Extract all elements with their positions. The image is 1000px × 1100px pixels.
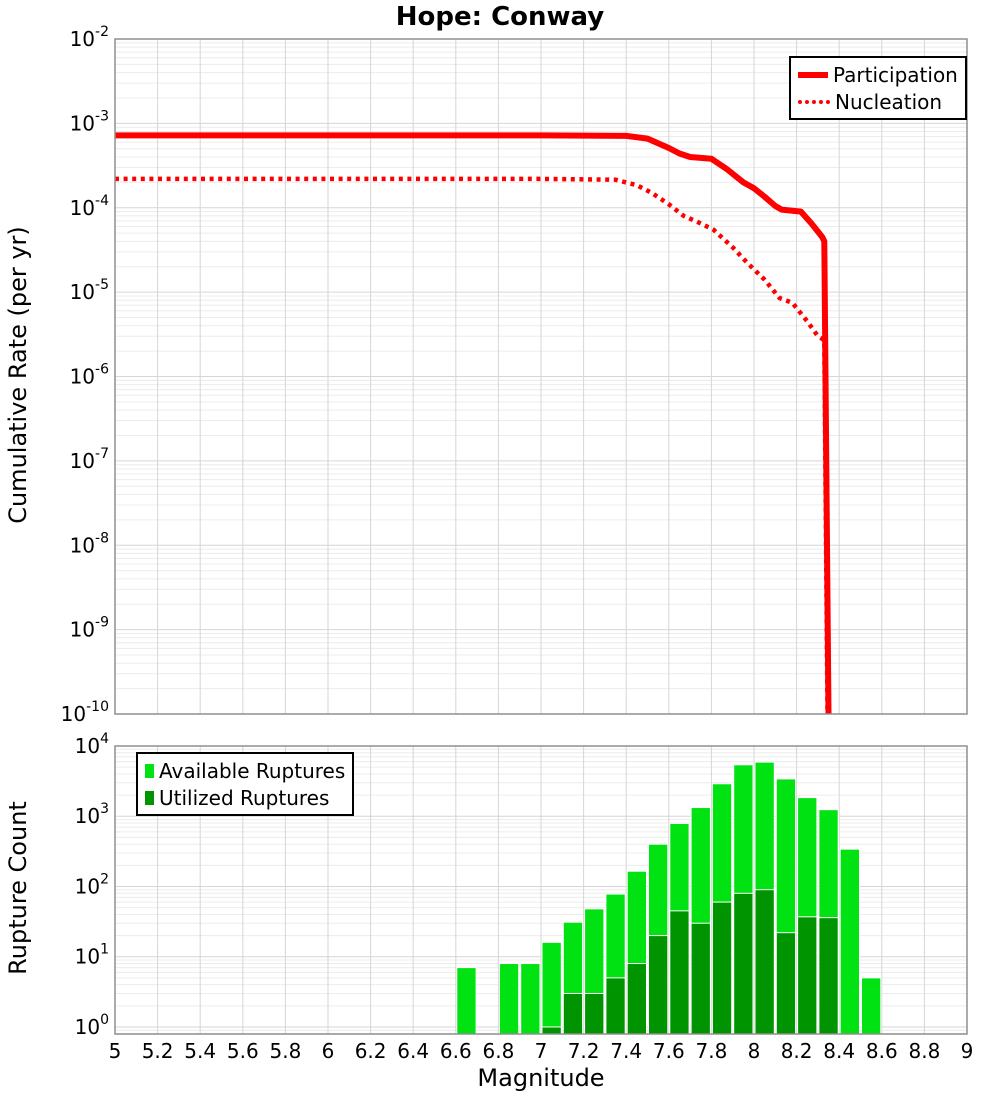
svg-text:6.6: 6.6 — [440, 1039, 472, 1063]
utilized-bar — [562, 992, 584, 1035]
svg-text:8.2: 8.2 — [781, 1039, 813, 1063]
rupture-legend: Available Ruptures Utilized Ruptures — [136, 752, 355, 816]
plot-frame — [114, 38, 968, 715]
utilized-bar — [711, 901, 733, 1035]
svg-text:7.6: 7.6 — [653, 1039, 685, 1063]
svg-text:8: 8 — [748, 1039, 761, 1063]
svg-text:100: 100 — [75, 1012, 109, 1039]
svg-text:7: 7 — [535, 1039, 548, 1063]
nucleation-line-swatch — [798, 99, 830, 104]
x-tick-labels: 5 5.2 5.4 5.6 5.8 6 6.2 6.4 6.6 6.8 7 7.2 7.4 7.6 7.8 8… — [109, 1039, 974, 1063]
utilized-bar — [818, 917, 839, 1035]
svg-text:9: 9 — [961, 1039, 974, 1063]
x-axis-label: Magnitude — [477, 1064, 605, 1092]
svg-text:7.8: 7.8 — [695, 1039, 727, 1063]
rate-legend: Participation Nucleation — [789, 56, 967, 120]
svg-text:6: 6 — [322, 1039, 335, 1063]
legend-item-utilized: Utilized Ruptures — [145, 784, 345, 811]
nucleation-line — [115, 176, 830, 715]
svg-text:10-2: 10-2 — [70, 24, 109, 51]
gridlines — [114, 38, 968, 715]
svg-text:7.2: 7.2 — [568, 1039, 600, 1063]
svg-text:10-9: 10-9 — [70, 615, 109, 642]
bottom-y-axis-label: Rupture Count — [4, 801, 32, 975]
participation-line-swatch — [798, 71, 828, 78]
svg-text:10-8: 10-8 — [70, 530, 109, 557]
bottom-y-tick-labels: 100 101 102 103 104 — [75, 731, 109, 1039]
svg-text:10-3: 10-3 — [70, 108, 109, 135]
svg-text:5.8: 5.8 — [269, 1039, 301, 1063]
available-legend-label: Available Ruptures — [159, 758, 346, 783]
legend-item-participation: Participation — [798, 61, 958, 88]
svg-text:6.2: 6.2 — [355, 1039, 387, 1063]
utilized-bar — [541, 1026, 562, 1035]
svg-text:6.8: 6.8 — [482, 1039, 514, 1063]
svg-text:101: 101 — [75, 942, 109, 969]
svg-text:102: 102 — [75, 871, 109, 898]
available-bar — [498, 963, 520, 1035]
svg-text:10-5: 10-5 — [70, 277, 109, 304]
utilized-bar — [754, 889, 775, 1035]
svg-text:5: 5 — [109, 1039, 122, 1063]
available-bar — [520, 963, 541, 1035]
svg-text:7.4: 7.4 — [610, 1039, 642, 1063]
top-y-axis-label: Cumulative Rate (per yr) — [4, 226, 32, 524]
utilized-bar — [733, 892, 754, 1035]
svg-text:5.2: 5.2 — [142, 1039, 174, 1063]
svg-text:8.4: 8.4 — [823, 1039, 855, 1063]
svg-text:10-6: 10-6 — [70, 362, 110, 389]
svg-text:10-10: 10-10 — [61, 699, 109, 726]
svg-text:8.8: 8.8 — [908, 1039, 940, 1063]
available-bar — [541, 941, 562, 1035]
participation-legend-label: Participation — [833, 62, 958, 87]
svg-text:8.6: 8.6 — [866, 1039, 898, 1063]
utilized-bar — [605, 977, 626, 1035]
chart-title: Hope: Conway — [395, 2, 605, 32]
available-bar — [839, 848, 861, 1035]
utilized-bar — [797, 916, 818, 1035]
svg-text:6.4: 6.4 — [397, 1039, 429, 1063]
utilized-bar — [690, 922, 711, 1035]
svg-text:103: 103 — [75, 801, 109, 828]
svg-text:10-4: 10-4 — [70, 193, 110, 220]
utilized-bar — [584, 992, 605, 1035]
utilized-bar — [626, 963, 648, 1035]
legend-item-available: Available Ruptures — [145, 757, 345, 784]
available-ruptures-swatch — [145, 763, 154, 778]
svg-text:10-7: 10-7 — [70, 446, 109, 473]
svg-text:5.6: 5.6 — [227, 1039, 259, 1063]
plot-frame — [114, 745, 968, 1035]
utilized-ruptures-swatch — [145, 790, 154, 805]
available-bar — [456, 967, 477, 1035]
participation-line — [115, 132, 832, 715]
utilized-bar — [669, 910, 690, 1035]
nucleation-legend-label: Nucleation — [835, 89, 943, 114]
utilized-bar — [648, 935, 669, 1035]
svg-text:104: 104 — [75, 731, 109, 758]
available-bar — [861, 977, 882, 1035]
legend-item-nucleation: Nucleation — [798, 88, 958, 115]
utilized-bar — [775, 932, 797, 1035]
top-y-tick-labels: 10-2 10-3 10-4 10-5 10-6 10-7 10-8 10-9 10-10 — [61, 24, 109, 726]
utilized-legend-label: Utilized Ruptures — [159, 785, 330, 810]
svg-text:5.4: 5.4 — [184, 1039, 216, 1063]
